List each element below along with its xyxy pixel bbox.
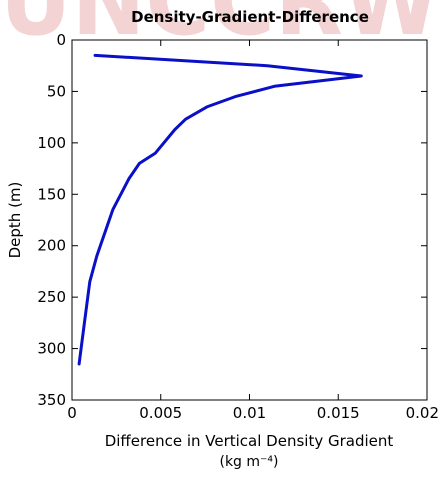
x-axis-label: Difference in Vertical Density Gradient [105, 432, 394, 450]
y-tick-label: 100 [37, 134, 66, 152]
x-tick-label: 0.005 [139, 404, 182, 422]
y-tick-label: 200 [37, 237, 66, 255]
series-layer [77, 53, 363, 366]
y-tick-label: 150 [37, 185, 66, 203]
y-axis-label: Depth (m) [6, 182, 24, 259]
series-line [77, 53, 363, 366]
y-tick-label: 0 [56, 31, 66, 49]
y-tick-label: 50 [47, 82, 66, 100]
x-tick-label: 0.02 [406, 404, 439, 422]
chart-title: Density-Gradient-Difference [131, 8, 369, 26]
y-tick-label: 350 [37, 391, 66, 409]
y-tick-label: 250 [37, 288, 66, 306]
y-axis-ticks: 0 50 100 150 200 250 300 350 [37, 31, 427, 409]
y-tick-label: 300 [37, 340, 66, 358]
x-tick-label: 0.01 [233, 404, 266, 422]
x-tick-label: 0.015 [317, 404, 360, 422]
x-axis-ticks: 0 0.005 0.01 0.015 0.02 [67, 40, 439, 422]
x-tick-label: 0 [67, 404, 77, 422]
x-axis-units: (kg m⁻⁴) [219, 454, 278, 470]
plot-area: 0 0.005 0.01 0.015 0.02 0 50 100 150 200 250 300 35… [37, 31, 439, 422]
watermark: UNCCRW [0, 0, 440, 57]
